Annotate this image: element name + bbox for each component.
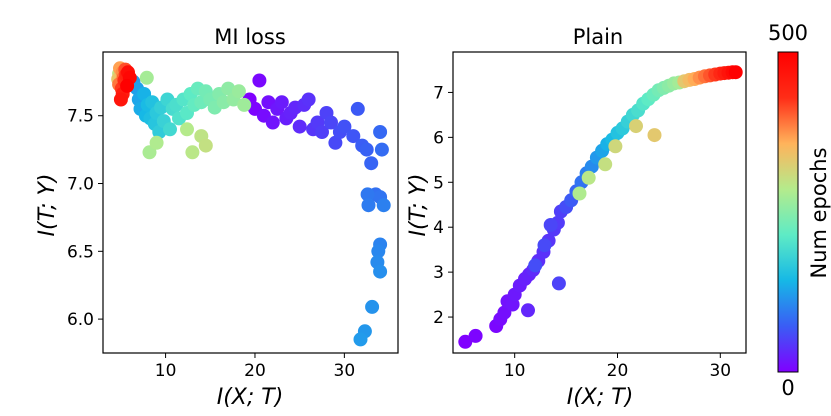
mi-loss-ticks: 10 20 30 6.0 6.5 7.0 7.5 [67,107,355,381]
mi-loss-point [163,122,177,137]
mi-loss-point [252,73,267,88]
mi-loss-point [292,119,307,134]
plain-point [537,238,552,253]
mi-loss-point [231,84,246,99]
mi-loss-point [353,332,368,347]
mi-loss-panel: MI loss 10 20 30 6.0 6.5 7.0 7.5 I(X; T) I(T; … [35,25,399,410]
plain-xtick-label: 30 [709,361,731,381]
mi-loss-point [373,264,388,279]
mi-loss-title: MI loss [214,25,286,49]
mi-loss-point [346,129,361,144]
mi-loss-point [373,125,388,139]
mi-loss-point [274,95,289,110]
colorbar: 500 0 Num epochs [768,21,831,400]
mi-loss-frame [102,51,399,354]
mi-loss-point [301,92,316,107]
plain-xtick-label: 10 [504,361,526,381]
plain-ytick-label: 2 [433,308,444,328]
mi-loss-point [120,78,135,93]
plain-title: Plain [573,25,624,49]
plain-point [521,303,535,318]
mi-loss-point [198,138,213,153]
mi-loss-point [180,122,194,137]
plain-point [551,276,566,291]
plain-points [458,65,743,349]
mi-loss-xtick-label: 30 [334,361,356,381]
mi-loss-point [324,115,338,130]
mi-loss-point [221,81,236,96]
plain-point [598,157,613,172]
plain-panel: Plain 10 20 30 2 3 4 5 6 7 I(X; T) I(T; Y) [406,25,747,410]
mi-loss-point [149,135,164,150]
colorbar-bar [777,51,799,373]
mi-loss-ytick-label: 6.5 [67,242,94,262]
plain-ytick-label: 4 [433,218,444,238]
colorbar-min-label: 0 [781,376,794,400]
mi-loss-point [364,156,379,171]
plain-ytick-label: 3 [433,263,444,283]
plain-frame [452,51,747,354]
mi-loss-point [371,244,386,259]
plain-point [543,218,558,232]
mi-loss-point [152,125,167,139]
mi-loss-ytick-label: 6.0 [67,310,94,330]
colorbar-max-label: 500 [768,21,808,45]
mi-loss-ylabel: I(T; Y) [35,174,60,237]
mi-loss-xtick-label: 20 [244,361,266,381]
plain-ytick-label: 5 [433,173,444,193]
mi-loss-point [315,125,329,139]
mi-loss-point [365,299,380,314]
colorbar-label: Num epochs [807,147,831,278]
mi-loss-point [361,198,376,213]
plain-point [608,139,623,154]
plain-point [581,170,596,185]
mi-loss-xlabel: I(X; T) [217,385,284,410]
mi-loss-points [111,61,391,347]
mi-loss-ytick-label: 7.5 [67,107,94,127]
plain-xtick-label: 20 [607,361,629,381]
plain-point [572,186,587,201]
mi-loss-point [328,135,343,150]
mi-loss-point [374,142,389,157]
mi-loss-point [237,97,252,112]
mi-loss-point [376,198,391,213]
plain-point [468,328,483,343]
plain-xlabel: I(X; T) [567,385,634,410]
mi-loss-point [185,145,200,160]
plain-point [728,65,743,80]
mi-loss-point [360,187,375,202]
mi-loss-point [337,119,352,134]
plain-ticks: 10 20 30 2 3 4 5 6 7 [433,83,731,381]
plain-point [629,119,643,134]
plain-point [647,128,662,143]
plain-point [528,258,543,273]
mi-loss-ytick-label: 7.0 [67,175,94,195]
plain-ytick-label: 6 [433,128,444,148]
mi-loss-point [359,142,374,157]
plain-point [458,334,473,349]
mi-loss-xtick-label: 10 [155,361,177,381]
mi-loss-point [265,115,280,130]
plain-ytick-label: 7 [433,83,444,103]
mi-loss-point [139,70,154,85]
mi-loss-point [113,92,128,107]
plain-ylabel: I(T; Y) [406,174,431,237]
mi-loss-point [350,101,365,116]
